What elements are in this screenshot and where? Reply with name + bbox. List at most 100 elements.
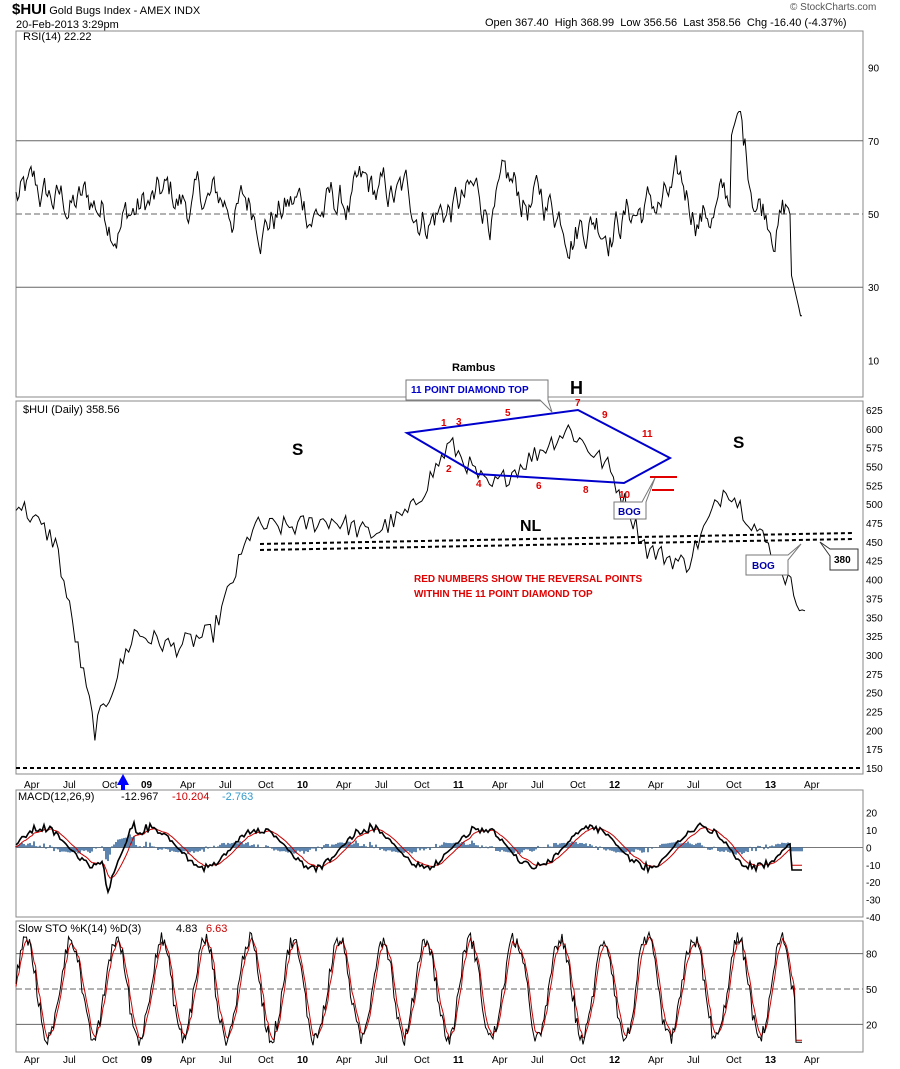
sto-x-tick-label: Apr <box>180 1055 196 1066</box>
ticker-symbol: $HUI <box>12 1 47 18</box>
macd-value-3: -2.763 <box>222 791 253 803</box>
price-x-tick-label: 11 <box>453 780 464 791</box>
sto-x-tick-label: 10 <box>297 1055 309 1066</box>
neckline-lower <box>259 538 854 551</box>
price-y-tick-label: 550 <box>866 463 883 474</box>
price-x-tick-label: Apr <box>492 780 508 791</box>
macd-y-tick-label: -10 <box>866 861 881 872</box>
bottom-arrow-icon <box>117 774 129 785</box>
neckline-upper <box>259 532 854 545</box>
sto-y-tick-label: 80 <box>866 950 878 961</box>
sto-x-tick-label: Oct <box>102 1055 118 1066</box>
reversal-point-9: 9 <box>602 410 608 421</box>
macd-y-tick-label: 20 <box>866 809 878 820</box>
reversal-point-11: 11 <box>642 429 653 440</box>
sto-x-tick-label: Oct <box>570 1055 586 1066</box>
price-y-tick-label: 625 <box>866 406 883 417</box>
sto-x-tick-label: Apr <box>24 1055 40 1066</box>
macd-y-tick-label: 0 <box>866 843 872 854</box>
price-x-tick-label: Oct <box>258 780 274 791</box>
reversal-point-8: 8 <box>583 485 589 496</box>
reversal-point-6: 6 <box>536 481 542 492</box>
bog-lower-callout <box>745 543 802 576</box>
macd-value-1: -12.967 <box>121 791 158 803</box>
price-y-tick-label: 200 <box>866 726 883 737</box>
left-shoulder-label: S <box>292 440 303 459</box>
diamond-outline <box>403 408 673 485</box>
sto-x-tick-label: Jul <box>531 1055 544 1066</box>
sto-x-tick-label: Apr <box>804 1055 820 1066</box>
macd-y-tick-label: -30 <box>866 896 881 907</box>
price-x-tick-label: Jul <box>219 780 232 791</box>
sto-value-k: 4.83 <box>176 923 197 935</box>
sto-x-tick-label: 11 <box>453 1055 464 1066</box>
reversal-point-5: 5 <box>505 408 511 419</box>
reversal-numbers: 1 2 3 4 5 6 7 8 9 10 11 <box>441 398 653 501</box>
price-y-tick-label: 250 <box>866 689 883 700</box>
price-x-tick-label: 13 <box>765 780 777 791</box>
bog-upper-callout <box>613 477 656 520</box>
bog-upper-text: BOG <box>618 507 641 518</box>
price-x-tick-label: Jul <box>687 780 700 791</box>
price-x-tick-label: Apr <box>336 780 352 791</box>
macd-signal-line <box>15 827 802 879</box>
macd-series <box>15 819 803 895</box>
price-y-tick-label: 575 <box>866 444 883 455</box>
reversal-point-7: 7 <box>575 398 581 409</box>
price-x-tick-label: Oct <box>414 780 430 791</box>
author-label: Rambus <box>452 362 495 374</box>
last-value: 358.56 <box>707 17 741 29</box>
rsi-y-tick-label: 90 <box>868 64 880 75</box>
price-x-ticks: Apr Jul Oct 09 Apr Jul Oct 10 Apr Jul Oct 11 Apr Jul O… <box>24 780 820 791</box>
macd-panel-frame <box>15 789 864 918</box>
rsi-y-tick-label: 70 <box>868 137 880 148</box>
reversal-point-3: 3 <box>456 417 462 428</box>
sto-x-tick-label: Oct <box>414 1055 430 1066</box>
price-y-tick-label: 350 <box>866 613 883 624</box>
open-value: 367.40 <box>514 17 549 29</box>
price-y-tick-label: 225 <box>866 707 883 718</box>
price-y-tick-label: 425 <box>866 557 883 568</box>
sto-value-d: 6.63 <box>206 923 227 935</box>
price-380-text: 380 <box>834 555 851 566</box>
price-x-tick-label: Jul <box>531 780 544 791</box>
rsi-series <box>15 111 802 317</box>
sto-title-group: Slow STO %K(14) %D(3) 4.83 6.63 <box>18 923 227 935</box>
sto-x-tick-label: 09 <box>141 1055 153 1066</box>
low-label: Low <box>620 17 641 29</box>
sto-x-tick-label: Apr <box>336 1055 352 1066</box>
bog-lower-box: BOG <box>745 543 802 576</box>
rsi-line <box>15 111 802 317</box>
watermark: © StockCharts.com <box>790 2 876 13</box>
diamond-title-text: 11 POINT DIAMOND TOP <box>411 385 529 396</box>
note-line-1: RED NUMBERS SHOW THE REVERSAL POINTS <box>414 574 642 585</box>
bog-upper-box: BOG <box>613 477 656 520</box>
sto-x-tick-label: Jul <box>63 1055 76 1066</box>
price-x-tick-label: Oct <box>726 780 742 791</box>
macd-y-tick-label: 10 <box>866 826 878 837</box>
rsi-title: RSI(14) 22.22 <box>23 31 91 43</box>
price-title: $HUI (Daily) 358.56 <box>23 404 120 416</box>
macd-title-group: MACD(12,26,9) -12.967 -10.204 -2.763 <box>18 791 253 803</box>
price-y-tick-label: 400 <box>866 576 883 587</box>
sto-k-line <box>15 930 802 1046</box>
sto-grid: 20 50 80 <box>16 950 878 1031</box>
chg-label: Chg <box>746 17 768 29</box>
price-x-tick-label: Apr <box>24 780 40 791</box>
reversal-point-2: 2 <box>446 464 452 475</box>
price-y-tick-label: 275 <box>866 670 883 681</box>
sto-y-tick-label: 20 <box>866 1020 878 1031</box>
price-line <box>15 423 806 741</box>
neckline-label: NL <box>520 518 542 535</box>
diamond-title-callout <box>405 379 553 413</box>
chg-value: -16.40 (-4.37%) <box>770 17 847 29</box>
rsi-y-tick-label: 50 <box>868 210 880 221</box>
macd-y-tick-label: -20 <box>866 878 881 889</box>
price-y-tick-label: 450 <box>866 538 883 549</box>
sto-x-tick-label: 12 <box>609 1055 621 1066</box>
quote-date: 20-Feb-2013 3:29pm <box>16 19 119 31</box>
bog-lower-text: BOG <box>752 561 775 572</box>
sto-y-tick-label: 50 <box>866 985 878 996</box>
price-x-tick-label: Oct <box>570 780 586 791</box>
sto-x-tick-label: Jul <box>219 1055 232 1066</box>
